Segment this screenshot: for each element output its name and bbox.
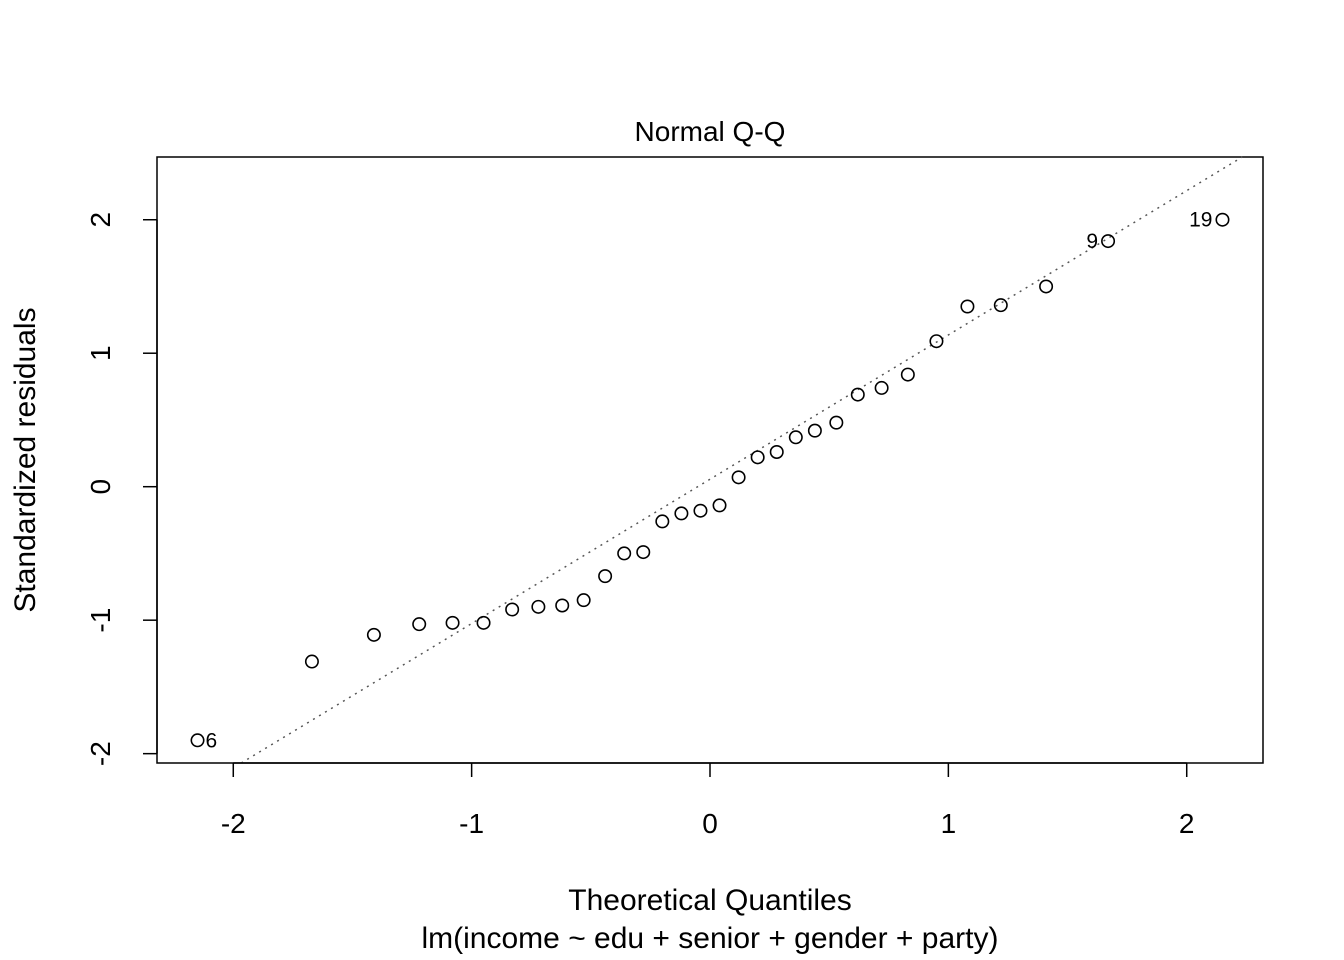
- data-point: [476, 615, 491, 630]
- data-point: [807, 423, 822, 438]
- y-tick-label: 0: [85, 479, 116, 495]
- point-label: 6: [206, 729, 218, 752]
- data-point: [617, 546, 632, 561]
- data-point: [655, 514, 670, 529]
- data-point: [993, 298, 1008, 313]
- data-point: [304, 654, 319, 669]
- data-point: [1039, 279, 1054, 294]
- x-tick-label: 2: [1179, 808, 1195, 839]
- data-point: [1215, 212, 1230, 227]
- data-point: [576, 593, 591, 608]
- chart-title: Normal Q-Q: [635, 116, 786, 147]
- data-point: [829, 415, 844, 430]
- x-axis-label: Theoretical Quantiles: [568, 884, 851, 917]
- data-point: [929, 334, 944, 349]
- y-axis-label: Standardized residuals: [9, 307, 42, 612]
- data-point: [412, 617, 427, 632]
- data-point: [674, 506, 689, 521]
- data-point: [900, 367, 915, 382]
- data-point: [960, 299, 975, 314]
- data-point: [445, 615, 460, 630]
- point-label: 19: [1189, 209, 1212, 232]
- data-point: [769, 444, 784, 459]
- data-point: [598, 569, 613, 584]
- y-tick-label: 2: [85, 212, 116, 228]
- data-point: [874, 380, 889, 395]
- data-point: [190, 733, 205, 748]
- data-point: [555, 598, 570, 613]
- data-point: [850, 387, 865, 402]
- y-axis: -2 -1 0 1 2: [85, 212, 158, 766]
- x-axis: -2 -1 0 1 2: [221, 762, 1195, 839]
- y-tick-label: 1: [85, 345, 116, 361]
- y-tick-label: -2: [85, 741, 116, 766]
- x-tick-label: 1: [941, 808, 957, 839]
- data-point: [750, 450, 765, 465]
- y-tick-label: -1: [85, 608, 116, 633]
- data-point: [693, 503, 708, 518]
- x-tick-label: -2: [221, 808, 246, 839]
- points-layer: 6 9 19: [190, 209, 1230, 752]
- x-tick-label: 0: [702, 808, 718, 839]
- data-point: [531, 599, 546, 614]
- data-point: [505, 602, 520, 617]
- data-point: [712, 498, 727, 513]
- model-formula-label: lm(income ~ edu + senior + gender + part…: [422, 922, 999, 955]
- data-point: [1101, 234, 1116, 249]
- point-label: 9: [1086, 230, 1098, 253]
- data-point: [366, 627, 381, 642]
- x-tick-label: -1: [459, 808, 484, 839]
- data-point: [636, 545, 651, 560]
- data-point: [731, 470, 746, 485]
- data-point: [788, 430, 803, 445]
